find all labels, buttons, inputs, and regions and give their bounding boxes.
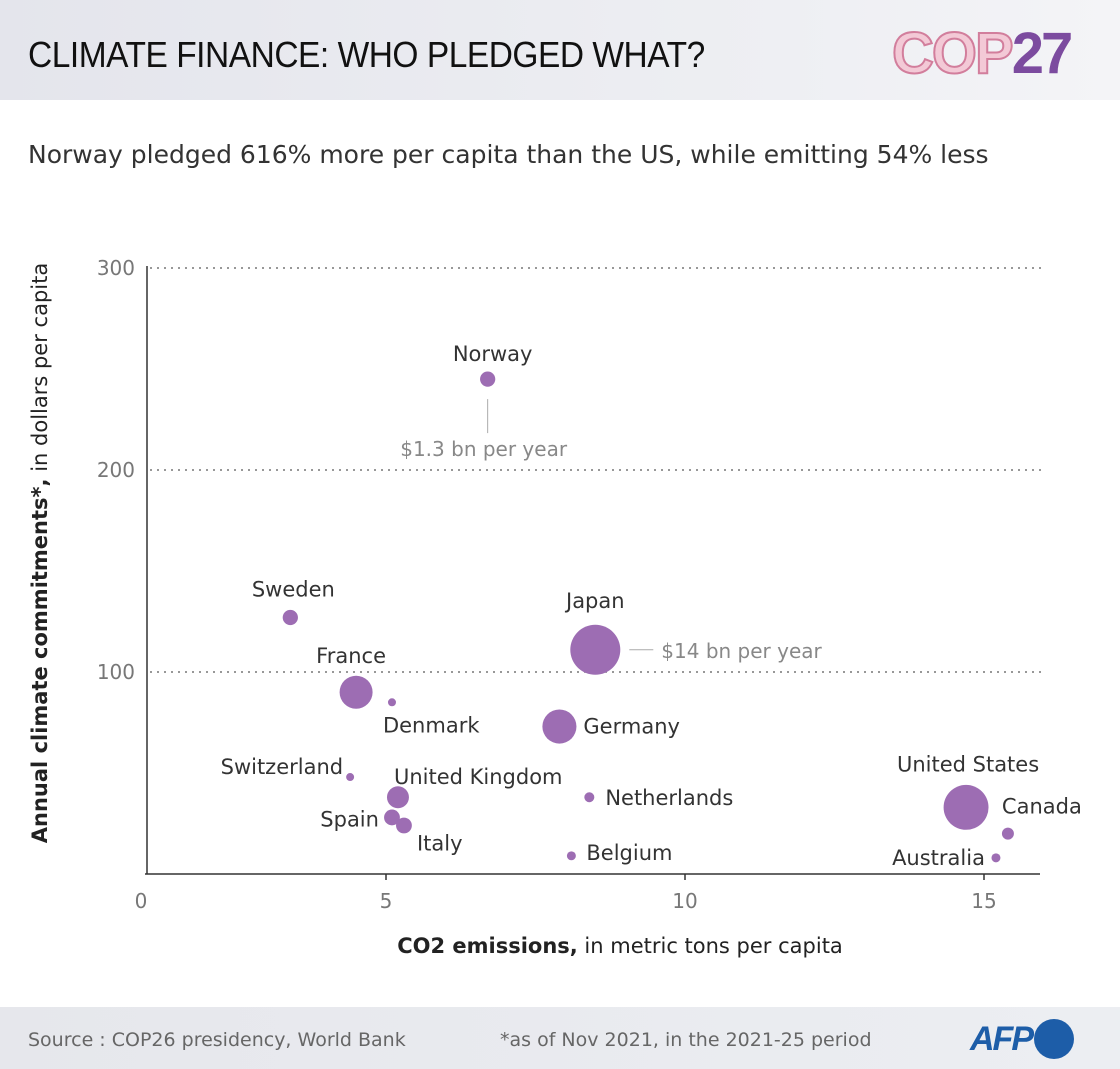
chart-subtitle: Norway pledged 616% more per capita than… bbox=[28, 140, 989, 169]
x-axis-title-rest: in metric tons per capita bbox=[578, 934, 843, 958]
axes: 100 200 300 0 5 10 15 bbox=[97, 256, 1040, 913]
bubble-australia bbox=[991, 853, 1001, 863]
bubble-france bbox=[339, 675, 373, 709]
x-tick-label: 15 bbox=[971, 889, 996, 913]
bubble-sweden bbox=[282, 609, 298, 626]
bubble-japan bbox=[570, 624, 621, 675]
page-title: CLIMATE FINANCE: WHO PLEDGED WHAT? bbox=[28, 34, 705, 75]
point-label: United States bbox=[897, 752, 1039, 776]
footnote: *as of Nov 2021, in the 2021-25 period bbox=[500, 1029, 872, 1051]
point-label: Italy bbox=[417, 832, 463, 856]
point-label: Germany bbox=[583, 715, 680, 739]
point-label: France bbox=[316, 644, 386, 668]
point-label: United Kingdom bbox=[394, 765, 563, 789]
bubbles bbox=[282, 371, 1014, 863]
y-tick-label: 100 bbox=[97, 660, 135, 684]
y-axis-title-bold: Annual climate commitments*, bbox=[28, 478, 52, 843]
point-label: Australia bbox=[892, 846, 985, 870]
y-axis-title: Annual climate commitments*, in dollars … bbox=[28, 263, 52, 843]
point-label: Norway bbox=[453, 342, 533, 366]
bubble-switzerland bbox=[346, 773, 355, 782]
bubble-united-states bbox=[943, 784, 989, 830]
point-label: Japan bbox=[564, 589, 625, 613]
afp-logo-circle bbox=[1034, 1019, 1074, 1059]
point-label: Netherlands bbox=[605, 786, 733, 810]
bubble-denmark bbox=[387, 698, 396, 707]
cop27-logo: COP27 bbox=[891, 21, 1073, 87]
source-note: Source : COP26 presidency, World Bank bbox=[28, 1029, 406, 1051]
annotations: $1.3 bn per year $14 bn per year bbox=[400, 399, 823, 663]
x-tick-label: 0 bbox=[135, 889, 148, 913]
y-tick-label: 300 bbox=[97, 256, 135, 280]
annotation-label: $14 bn per year bbox=[661, 639, 822, 663]
point-label: Sweden bbox=[252, 577, 335, 601]
x-axis-title-bold: CO2 emissions, bbox=[397, 934, 578, 958]
logo-27: 27 bbox=[1011, 21, 1073, 86]
bubble-belgium bbox=[566, 851, 576, 861]
annotation-label: $1.3 bn per year bbox=[400, 437, 568, 461]
point-label: Denmark bbox=[383, 713, 480, 737]
logo-cop: COP bbox=[891, 21, 1015, 87]
afp-logo-text: AFP bbox=[970, 1019, 1034, 1058]
bubble-netherlands bbox=[584, 792, 595, 803]
footer: Source : COP26 presidency, World Bank *a… bbox=[0, 1007, 1120, 1069]
x-tick-label: 10 bbox=[672, 889, 697, 913]
x-axis-title: CO2 emissions, in metric tons per capita bbox=[397, 934, 843, 958]
point-label: Belgium bbox=[586, 841, 672, 865]
point-label: Switzerland bbox=[221, 755, 344, 779]
y-axis-title-rest: in dollars per capita bbox=[28, 263, 52, 479]
afp-logo: AFP bbox=[970, 1019, 1074, 1059]
bubble-germany bbox=[542, 709, 577, 744]
bubble-united-kingdom bbox=[386, 786, 409, 809]
bubble-italy bbox=[396, 817, 412, 834]
point-label: Canada bbox=[1002, 795, 1082, 819]
header: CLIMATE FINANCE: WHO PLEDGED WHAT? COP27 bbox=[0, 0, 1120, 100]
point-label: Spain bbox=[320, 807, 379, 831]
bubble-canada bbox=[1001, 827, 1014, 840]
point-labels: Norway Sweden France Denmark Japan Germany Swi… bbox=[221, 342, 1082, 870]
y-tick-label: 200 bbox=[97, 458, 135, 482]
bubble-norway bbox=[480, 371, 496, 387]
x-tick-label: 5 bbox=[380, 889, 393, 913]
bubble-spain bbox=[384, 809, 400, 826]
